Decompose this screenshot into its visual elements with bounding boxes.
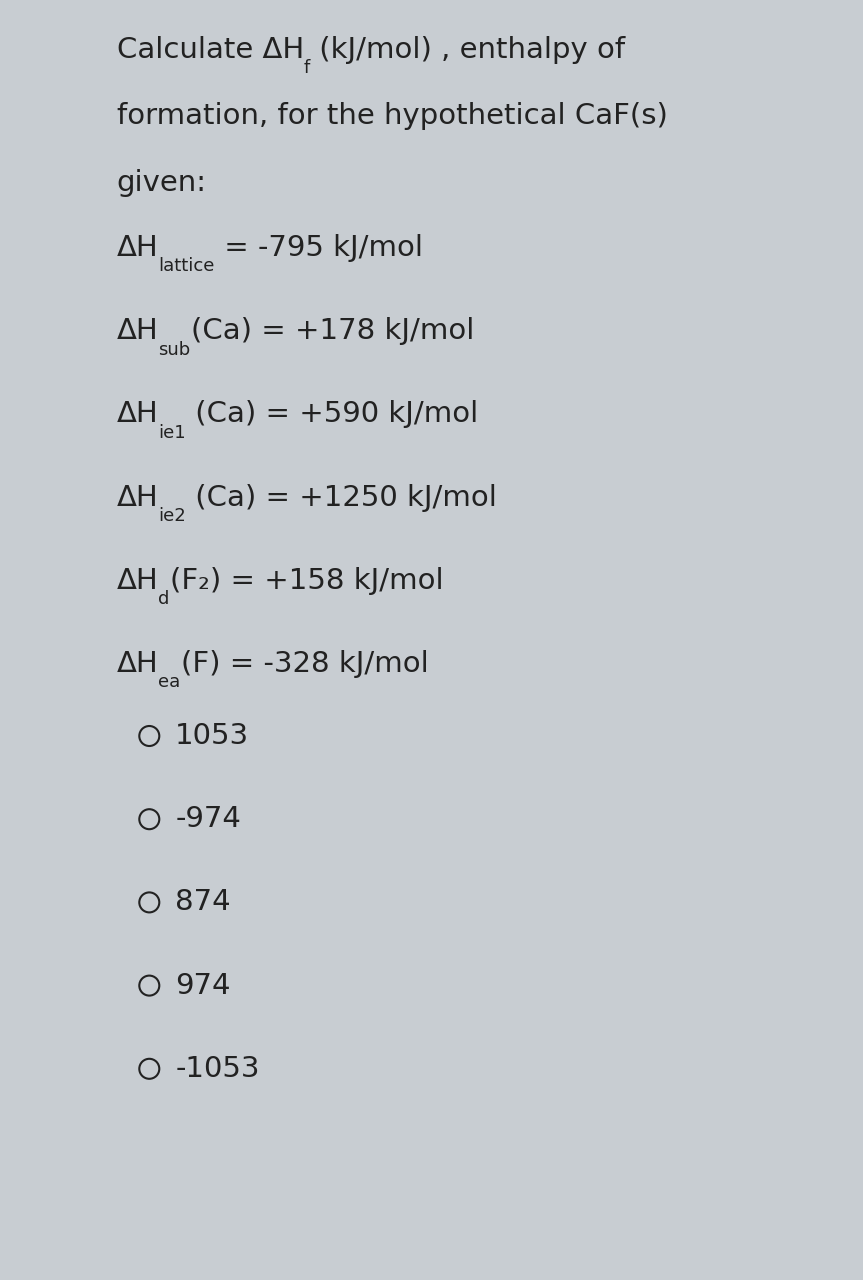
- Text: (Ca) = +178 kJ/mol: (Ca) = +178 kJ/mol: [191, 317, 474, 346]
- Text: ie1: ie1: [158, 424, 186, 442]
- Text: 874: 874: [175, 888, 230, 916]
- Text: (F) = -328 kJ/mol: (F) = -328 kJ/mol: [180, 650, 428, 678]
- Text: (Ca) = +590 kJ/mol: (Ca) = +590 kJ/mol: [186, 401, 478, 429]
- Text: -974: -974: [175, 805, 241, 833]
- Text: ΔH: ΔH: [117, 484, 158, 512]
- Text: sub: sub: [158, 340, 191, 358]
- Text: (Ca) = +1250 kJ/mol: (Ca) = +1250 kJ/mol: [186, 484, 497, 512]
- Text: given:: given:: [117, 169, 206, 197]
- Text: = -795 kJ/mol: = -795 kJ/mol: [215, 234, 423, 262]
- Text: (kJ/mol) , enthalpy of: (kJ/mol) , enthalpy of: [310, 36, 625, 64]
- Text: 974: 974: [175, 972, 230, 1000]
- Text: formation, for the hypothetical CaF(s): formation, for the hypothetical CaF(s): [117, 102, 667, 131]
- Text: ΔH: ΔH: [117, 567, 158, 595]
- Text: -1053: -1053: [175, 1055, 260, 1083]
- Text: 1053: 1053: [175, 722, 249, 750]
- Text: ΔH: ΔH: [117, 650, 158, 678]
- Text: f: f: [304, 59, 310, 77]
- Text: d: d: [158, 590, 170, 608]
- Text: ΔH: ΔH: [117, 234, 158, 262]
- Text: (F₂) = +158 kJ/mol: (F₂) = +158 kJ/mol: [170, 567, 444, 595]
- Text: Calculate ΔH: Calculate ΔH: [117, 36, 304, 64]
- Text: ie2: ie2: [158, 507, 186, 525]
- Text: ΔH: ΔH: [117, 401, 158, 429]
- Text: lattice: lattice: [158, 257, 215, 275]
- Text: ΔH: ΔH: [117, 317, 158, 346]
- Text: ea: ea: [158, 673, 180, 691]
